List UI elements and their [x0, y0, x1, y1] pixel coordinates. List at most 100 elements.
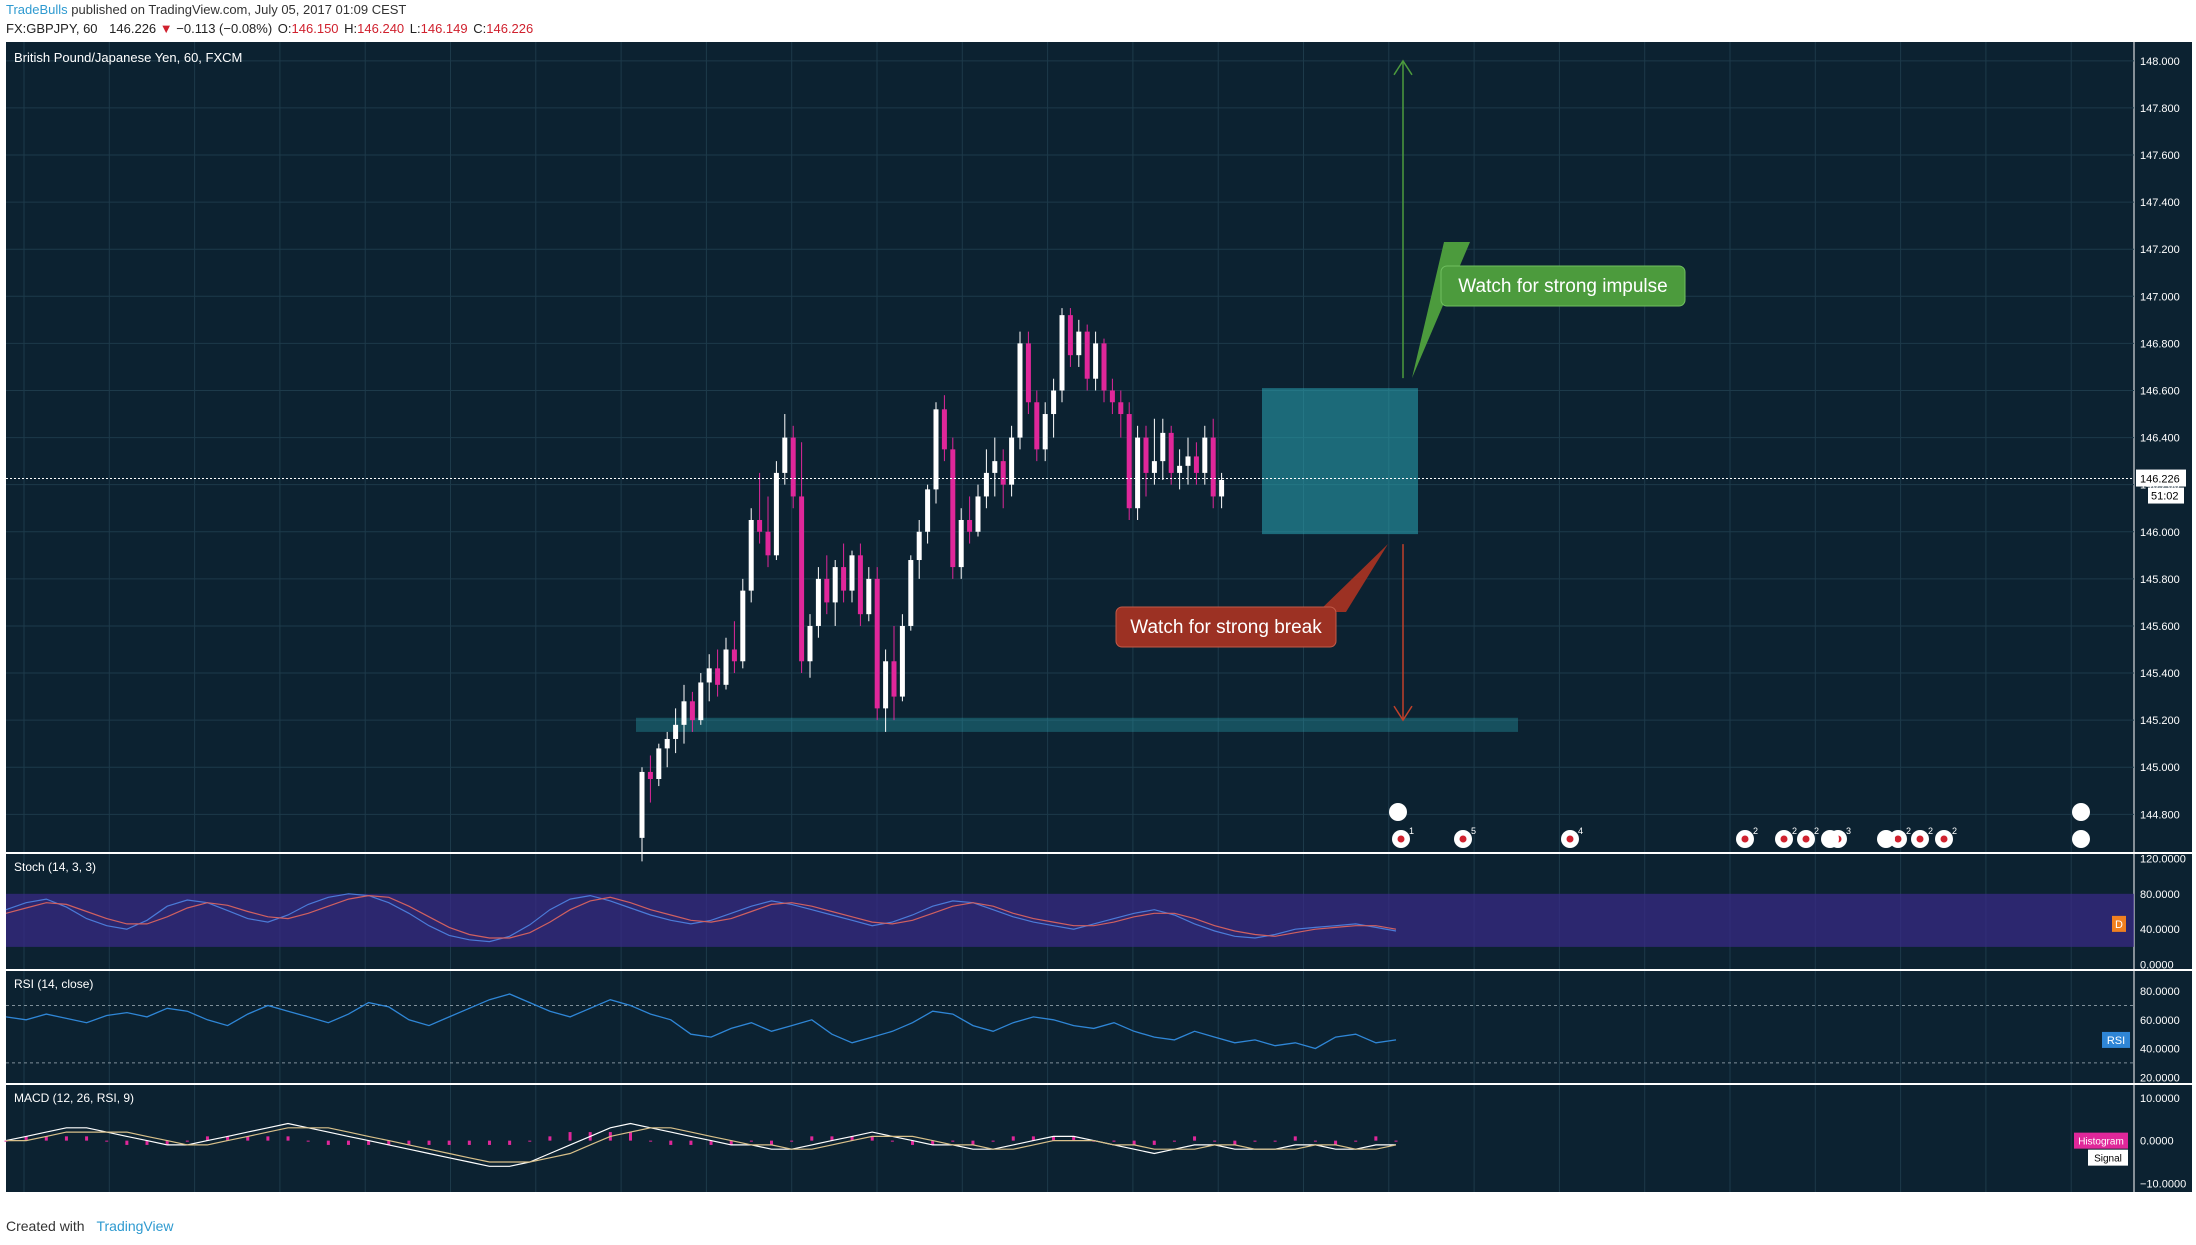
stoch-tag: [2112, 915, 2126, 932]
impulse-callout[interactable]: [1440, 265, 1686, 307]
candle-body: [1160, 432, 1166, 462]
candle-body: [656, 748, 662, 780]
price-tick-label: 148.000: [2140, 56, 2180, 68]
candle-body: [891, 661, 897, 697]
high-label: H:: [344, 21, 358, 36]
candle-body: [782, 437, 788, 473]
high-value: 146.240: [357, 21, 405, 36]
break-callout-text: Watch for strong break: [1130, 617, 1322, 638]
macd-signal-line: [6, 1127, 1397, 1163]
candle-body: [723, 649, 729, 685]
macd-tick-label: −10.0000: [2140, 1178, 2186, 1190]
candle-body: [1143, 437, 1149, 473]
candle-body: [832, 567, 838, 603]
chart-svg[interactable]: 148.000 147.800 147.600 147.400 147.200 147.0…: [0, 42, 2196, 1212]
close-label: C:: [473, 21, 487, 36]
uk-flag-icon[interactable]: [1821, 830, 1839, 848]
current-price-label: 146.226: [2140, 474, 2180, 486]
candle-body: [1042, 414, 1048, 450]
candle-body: [983, 472, 989, 497]
time-axis-label: Jul: [1041, 1197, 1055, 1209]
price-tick-label: 147.400: [2140, 197, 2180, 209]
symbol-label: FX:GBPJPY, 60: [6, 21, 98, 36]
event-count: 3: [1846, 826, 1851, 836]
uk-flag-icon[interactable]: [2072, 803, 2090, 821]
event-count: 2: [1952, 826, 1957, 836]
stoch-tick-label: 0.0000: [2140, 960, 2174, 972]
candle-body: [1051, 390, 1057, 415]
time-axis-label: 12:00: [607, 1197, 635, 1209]
price-tick-label: 145.600: [2140, 621, 2180, 633]
time-axis-label: 30: [871, 1197, 883, 1209]
candle-body: [1193, 456, 1199, 473]
event-dot-icon: [1894, 835, 1902, 843]
candle-body: [857, 555, 863, 615]
countdown-label: 51:02: [2151, 491, 2179, 503]
plot-background: [6, 42, 2192, 1192]
candle-body: [1118, 402, 1124, 415]
created-with-label: Created with: [6, 1218, 85, 1234]
time-axis-label: 12:00: [1460, 1197, 1488, 1209]
time-axis-label: 12:00: [949, 1197, 977, 1209]
up-arrow-icon: [1393, 59, 1413, 76]
candle-body: [748, 519, 754, 591]
time-axis-label: 12:00: [437, 1197, 465, 1209]
price-tick-label: 147.600: [2140, 150, 2180, 162]
candle-body: [799, 496, 805, 662]
candle-body: [757, 519, 763, 532]
rsi-tag: [2102, 1031, 2130, 1048]
candle-body: [1109, 390, 1115, 403]
rsi-line: [5, 993, 1397, 1050]
stoch-d-line: [5, 894, 1397, 939]
author-link[interactable]: TradeBulls: [6, 2, 68, 17]
candle-body: [899, 625, 905, 697]
rsi-title: RSI (14, close): [14, 977, 93, 991]
candle-body: [916, 531, 922, 561]
time-axis-label: 10: [1894, 1197, 1906, 1209]
candle-body: [874, 578, 880, 709]
time-axis-label: 7: [1727, 1197, 1733, 1209]
candle-body: [1168, 432, 1174, 473]
time-axis-label: 6: [1556, 1197, 1562, 1209]
candle-body: [1076, 331, 1082, 356]
last-price: 146.226: [109, 21, 157, 36]
chart-area[interactable]: 148.000 147.800 147.600 147.400 147.200 147.0…: [0, 42, 2196, 1212]
price-tick-label: 147.000: [2140, 291, 2180, 303]
event-count: 5: [1471, 826, 1476, 836]
stoch-band: [6, 893, 2134, 947]
price-tick-label: 147.200: [2140, 244, 2180, 256]
event-dot-icon: [1741, 835, 1749, 843]
pane-separator: [6, 852, 2196, 854]
macd-tick-label: 0.0000: [2140, 1136, 2174, 1148]
chart-title: British Pound/Japanese Yen, 60, FXCM: [14, 50, 242, 65]
candle-body: [1009, 437, 1015, 485]
candle-body: [950, 449, 956, 568]
event-marker-icon[interactable]: [2072, 830, 2090, 848]
candle-body: [908, 560, 914, 626]
consolidation-zone[interactable]: [1262, 388, 1418, 535]
price-tick-label: 147.800: [2140, 103, 2180, 115]
macd-title: MACD (12, 26, RSI, 9): [14, 1091, 134, 1105]
event-dot-icon: [1780, 835, 1788, 843]
time-axis-label: 12:00: [1802, 1197, 1830, 1209]
tradingview-logo[interactable]: TradingView: [96, 1218, 174, 1234]
candle-body: [639, 771, 645, 838]
candle-body: [967, 519, 973, 532]
stoch-tick-label: 40.0000: [2140, 924, 2180, 936]
time-axis-label: 12:00: [1119, 1197, 1147, 1209]
ohlc-header: FX:GBPJPY, 60 146.226 ▼ −0.113 (−0.08%) …: [6, 21, 533, 36]
event-count: 2: [1906, 826, 1911, 836]
price-tick-label: 145.400: [2140, 668, 2180, 680]
candle-body: [1059, 315, 1065, 391]
rsi-tag-label: RSI: [2107, 1035, 2125, 1047]
uk-flag-icon[interactable]: [1877, 830, 1895, 848]
uk-flag-icon[interactable]: [1389, 803, 1407, 821]
macd-tick-label: 10.0000: [2140, 1093, 2180, 1105]
down-arrow-icon: ▼: [159, 21, 173, 36]
candle-body: [1210, 437, 1216, 497]
candle-body: [992, 461, 998, 473]
event-count: 2: [1753, 826, 1758, 836]
histogram-tag-label: Histogram: [2078, 1137, 2124, 1148]
candle-body: [698, 682, 704, 721]
break-callout[interactable]: [1115, 606, 1337, 648]
